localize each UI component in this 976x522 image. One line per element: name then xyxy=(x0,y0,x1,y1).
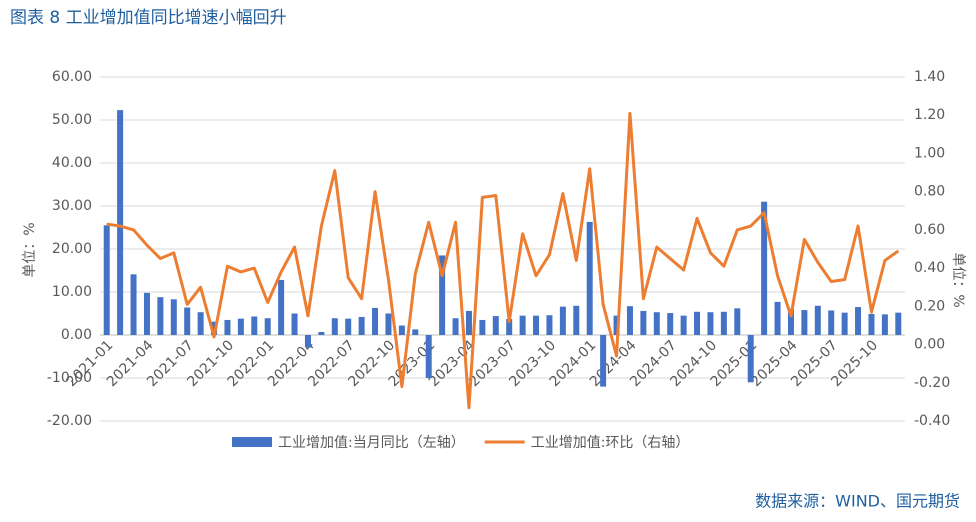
chart-title: 图表 8 工业增加值同比增速小幅回升 xyxy=(10,8,287,28)
bar xyxy=(841,312,848,335)
bar xyxy=(304,335,311,348)
bar xyxy=(130,274,137,335)
bar xyxy=(506,319,513,335)
bar xyxy=(278,279,285,335)
bar xyxy=(707,312,714,335)
bar xyxy=(895,312,902,335)
bar xyxy=(787,308,794,335)
bar xyxy=(519,315,526,335)
line xyxy=(106,111,900,410)
bar xyxy=(184,307,191,335)
legend-label: 工业增加值:当月同比（左轴） xyxy=(278,435,465,451)
bar xyxy=(653,312,660,335)
bar xyxy=(774,301,781,335)
y2-tick-label: 0.80 xyxy=(914,184,945,200)
bar xyxy=(573,305,580,335)
y-tick-label: 10.00 xyxy=(52,284,92,300)
bar xyxy=(559,306,566,335)
bar xyxy=(720,311,727,335)
bar xyxy=(412,329,419,335)
y-tick-label: 60.00 xyxy=(52,69,92,85)
bar xyxy=(613,315,620,335)
bar xyxy=(680,315,687,335)
bar xyxy=(170,299,177,335)
y-tick-label: 0.00 xyxy=(61,327,92,343)
bar xyxy=(533,315,540,335)
bar xyxy=(640,310,647,335)
bar xyxy=(465,310,472,335)
bar xyxy=(264,318,271,335)
y-tick-label: 40.00 xyxy=(52,155,92,171)
bar xyxy=(694,311,701,335)
y-tick-label: 20.00 xyxy=(52,241,92,257)
bar xyxy=(143,292,150,335)
bar xyxy=(251,316,258,335)
bar xyxy=(761,201,768,335)
bar xyxy=(479,319,486,335)
y2-tick-label: 1.40 xyxy=(914,69,945,85)
y-axis-title: 单位：% xyxy=(22,222,38,277)
bar xyxy=(291,313,298,335)
bar xyxy=(855,307,862,335)
bar xyxy=(103,225,110,335)
y-tick-label: 50.00 xyxy=(52,112,92,128)
bar xyxy=(868,313,875,335)
bar xyxy=(626,306,633,335)
source: 数据来源：WIND、国元期货 xyxy=(755,492,960,511)
bar xyxy=(546,315,553,335)
legend-label: 工业增加值:环比（右轴） xyxy=(531,435,690,451)
bar xyxy=(345,318,352,335)
bar xyxy=(157,297,164,335)
bar xyxy=(801,310,808,335)
y2-tick-label: -0.20 xyxy=(914,375,950,391)
bar xyxy=(358,316,365,335)
y2-tick-label: 0.20 xyxy=(914,298,945,314)
bar xyxy=(747,335,754,383)
bar xyxy=(331,318,338,335)
bar xyxy=(237,318,244,335)
bar xyxy=(828,310,835,335)
bar xyxy=(398,325,405,335)
bar xyxy=(600,335,607,387)
bar xyxy=(385,313,392,335)
bar xyxy=(117,110,124,335)
bar xyxy=(425,335,432,378)
bar xyxy=(197,312,204,335)
bar xyxy=(439,255,446,335)
y2-tick-label: 1.20 xyxy=(914,107,945,123)
bar xyxy=(667,313,674,335)
y2-axis-title: 单位：% xyxy=(950,252,966,307)
bar xyxy=(452,318,459,335)
y2-tick-label: 0.40 xyxy=(914,260,945,276)
bar xyxy=(492,316,499,335)
bar xyxy=(881,314,888,335)
bar xyxy=(318,331,325,335)
bar xyxy=(586,221,593,335)
bar xyxy=(211,321,218,335)
bar xyxy=(372,307,379,335)
bar xyxy=(814,305,821,335)
y-tick-label: 30.00 xyxy=(52,198,92,214)
y2-tick-label: -0.40 xyxy=(914,413,950,429)
bar xyxy=(734,308,741,335)
legend-swatch xyxy=(232,437,272,447)
y2-tick-label: 1.00 xyxy=(914,145,945,161)
y-tick-label: -10.00 xyxy=(47,370,92,386)
y-tick-label: -20.00 xyxy=(47,413,92,429)
bar xyxy=(224,319,231,335)
y2-tick-label: 0.00 xyxy=(914,337,945,353)
y2-tick-label: 0.60 xyxy=(914,222,945,238)
